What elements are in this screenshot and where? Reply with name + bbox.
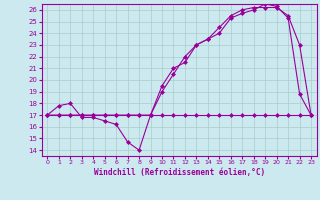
X-axis label: Windchill (Refroidissement éolien,°C): Windchill (Refroidissement éolien,°C) <box>94 168 265 177</box>
